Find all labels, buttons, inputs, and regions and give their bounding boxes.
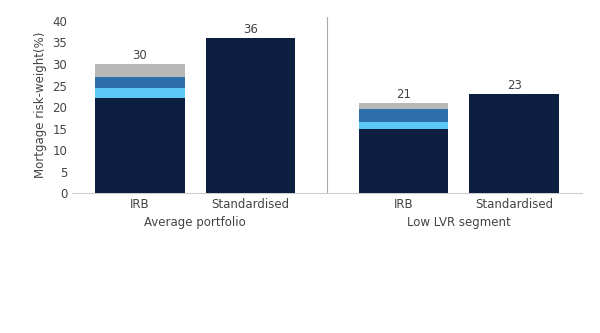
Bar [95,64,185,77]
Text: 21: 21 [396,88,411,101]
Bar [469,94,559,193]
Bar [206,38,295,193]
Text: Average portfolio: Average portfolio [145,215,246,228]
Bar [359,129,448,193]
Text: Low LVR segment: Low LVR segment [407,215,511,228]
Bar [95,88,185,99]
Text: 36: 36 [243,23,258,36]
Bar [359,103,448,109]
Bar [95,77,185,88]
Y-axis label: Mortgage risk-weight(%): Mortgage risk-weight(%) [34,32,47,178]
Bar [95,99,185,193]
Bar [359,122,448,129]
Text: 30: 30 [133,49,147,62]
Text: 23: 23 [506,79,521,93]
Bar [359,109,448,122]
